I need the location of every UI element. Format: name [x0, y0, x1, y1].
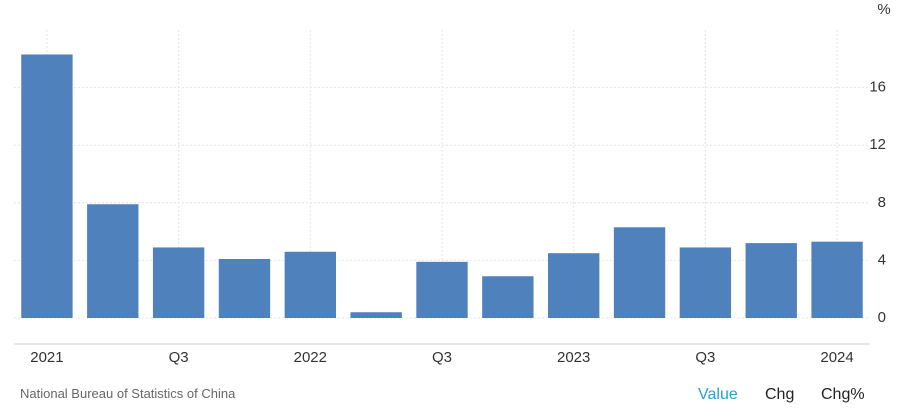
unit-label: % — [877, 1, 890, 18]
y-tick-label: 8 — [878, 194, 886, 211]
value-button[interactable]: Value — [698, 386, 738, 403]
x-tick-label: Q3 — [695, 349, 715, 366]
bar — [284, 251, 336, 318]
x-tick-label: 2022 — [294, 349, 327, 366]
x-tick-label: Q3 — [169, 349, 189, 366]
bar — [745, 243, 797, 318]
bar — [811, 241, 863, 318]
x-tick-label: 2021 — [30, 349, 63, 366]
chg-button[interactable]: Chg — [765, 386, 795, 403]
bar — [152, 247, 205, 318]
bar — [613, 227, 666, 318]
bar — [350, 312, 402, 318]
bar — [218, 258, 271, 318]
y-tick-label: 16 — [869, 79, 886, 96]
bar — [87, 204, 139, 318]
y-tick-label: 0 — [878, 309, 886, 326]
bar — [482, 276, 534, 318]
chart: % 0 4 8 12 16 2021 Q3 2022 Q3 2023 Q3 2024 — [14, 1, 891, 366]
x-tick-label: Q3 — [432, 349, 452, 366]
chg-pct-button[interactable]: Chg% — [821, 386, 865, 403]
x-tick-label: 2024 — [820, 349, 853, 366]
bar — [21, 54, 73, 318]
bar — [548, 253, 600, 318]
y-tick-label: 12 — [869, 136, 886, 153]
source: National Bureau of Statistics of China — [20, 386, 236, 401]
y-tick-label: 4 — [878, 251, 886, 268]
x-tick-label: 2023 — [557, 349, 590, 366]
bar — [416, 261, 468, 318]
bar — [679, 247, 732, 318]
